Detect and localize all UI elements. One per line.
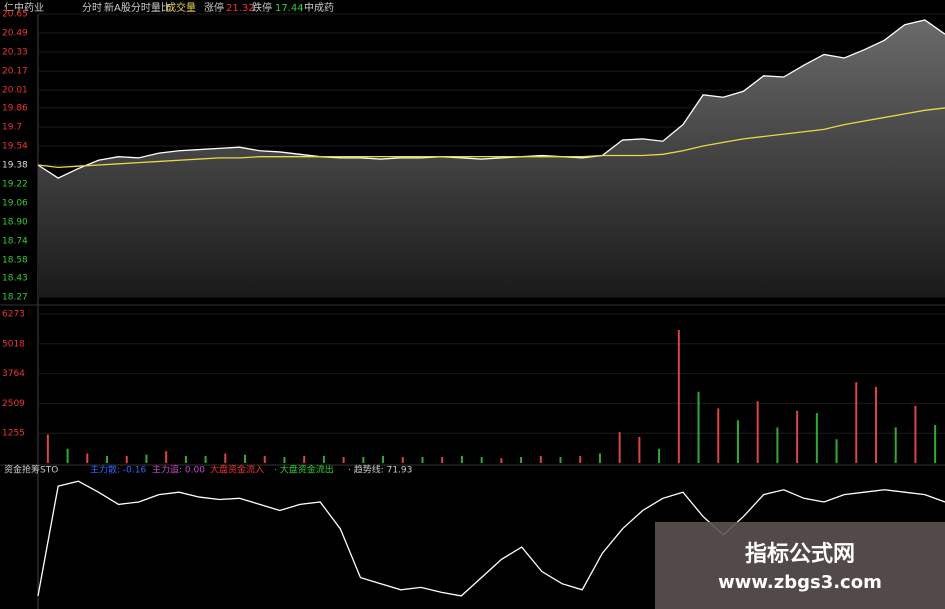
legend-entry: · 大盘资金流出 [274, 464, 334, 476]
legend-entry: 大盘资金流入 [210, 464, 264, 476]
volume-bar [441, 457, 444, 463]
volume-bar [796, 410, 799, 463]
volume-bar [894, 427, 897, 463]
header-item: 分时 [82, 2, 102, 14]
volume-bar [244, 454, 247, 463]
y-tick-label: 18.90 [2, 218, 28, 228]
y-tick-label: 6273 [2, 310, 25, 320]
volume-bar [677, 329, 680, 463]
volume-bar [145, 454, 148, 463]
volume-bar [520, 457, 523, 463]
y-tick-label: 1255 [2, 429, 25, 439]
volume-bar [401, 457, 404, 463]
volume-bar [322, 455, 325, 463]
header-item: 成交量 [166, 1, 196, 14]
volume-bar [66, 448, 69, 463]
volume-bar [559, 457, 562, 463]
volume-bar [697, 391, 700, 463]
volume-bar [914, 405, 917, 463]
volume-bar [835, 439, 838, 463]
limit-down: 17.44 [275, 3, 304, 14]
sector: 中成药 [304, 1, 334, 14]
volume-bar [539, 455, 542, 463]
volume-bar [756, 401, 759, 463]
y-tick-label: 18.74 [2, 237, 28, 247]
y-tick-label: 18.43 [2, 273, 28, 283]
y-tick-label: 19.38 [2, 161, 28, 171]
y-tick-label: 18.58 [2, 256, 28, 266]
legend-entry: 主力散: -0.16 [90, 464, 146, 476]
volume-bar [263, 455, 266, 463]
y-tick-label: 20.01 [2, 86, 28, 96]
limit-label: 涨停 [204, 1, 224, 14]
volume-bar [342, 457, 345, 463]
volume-bar [579, 455, 582, 463]
volume-bar [874, 386, 877, 463]
watermark-title: 指标公式网 [745, 541, 855, 567]
limit-up: 21.32 [226, 3, 255, 14]
volume-bar [500, 458, 503, 463]
header-item: 新A股分时量比 [104, 1, 171, 14]
limit-label: 跌停 [252, 1, 272, 14]
y-tick-label: 19.54 [2, 141, 28, 151]
volume-bar [382, 455, 385, 463]
y-tick-label: 19.22 [2, 180, 28, 190]
volume-bar [717, 408, 720, 463]
volume-bar [204, 455, 207, 463]
volume-bar [460, 455, 463, 463]
price-area [38, 19, 945, 298]
legend-entry: 资金抢筹STO [4, 464, 58, 476]
y-tick-label: 3764 [2, 369, 25, 379]
volume-bar [776, 427, 779, 463]
volume-bar [480, 457, 483, 463]
y-tick-label: 20.33 [2, 48, 28, 58]
volume-bar [362, 457, 365, 463]
y-tick-label: 18.27 [2, 293, 28, 303]
volume-bar [165, 451, 168, 463]
y-tick-label: 19.86 [2, 103, 28, 113]
series-line [37, 107, 945, 169]
volume-bar [815, 413, 818, 463]
watermark-url: www.zbgs3.com [718, 572, 882, 593]
y-tick-label: 19.06 [2, 199, 28, 209]
volume-bar [86, 453, 89, 463]
volume-bar [736, 420, 739, 463]
stock-name: 仁中药业 [4, 1, 44, 14]
volume-bar [303, 455, 306, 463]
volume-bar [855, 382, 858, 463]
y-tick-label: 2509 [2, 399, 25, 409]
y-tick-label: 20.17 [2, 67, 28, 77]
y-tick-label: 20.49 [2, 29, 28, 39]
watermark-box [655, 522, 945, 609]
y-tick-label: 5018 [2, 339, 25, 349]
y-tick-label: 19.7 [2, 122, 22, 132]
legend-entry: 主力追: 0.00 [152, 464, 205, 476]
volume-bar [618, 432, 621, 463]
volume-bar [638, 436, 641, 463]
volume-bar [598, 453, 601, 463]
volume-bar [658, 448, 661, 463]
volume-bar [421, 457, 424, 463]
series-line [37, 480, 945, 597]
series-line [37, 19, 945, 179]
volume-bar [283, 457, 286, 463]
volume-bar [184, 455, 187, 463]
volume-bar [46, 434, 49, 463]
y-tick-label: 20.65 [2, 10, 28, 20]
volume-bar [125, 455, 128, 463]
legend-entry: · 趋势线: 71.93 [348, 464, 412, 476]
header: 仁中药业 分时 新A股分时量比 成交量 涨停 21.32 跌停 17.44 中成… [4, 1, 334, 14]
volume-bar [934, 424, 937, 463]
volume-bar [224, 453, 227, 463]
volume-bar [106, 455, 109, 463]
